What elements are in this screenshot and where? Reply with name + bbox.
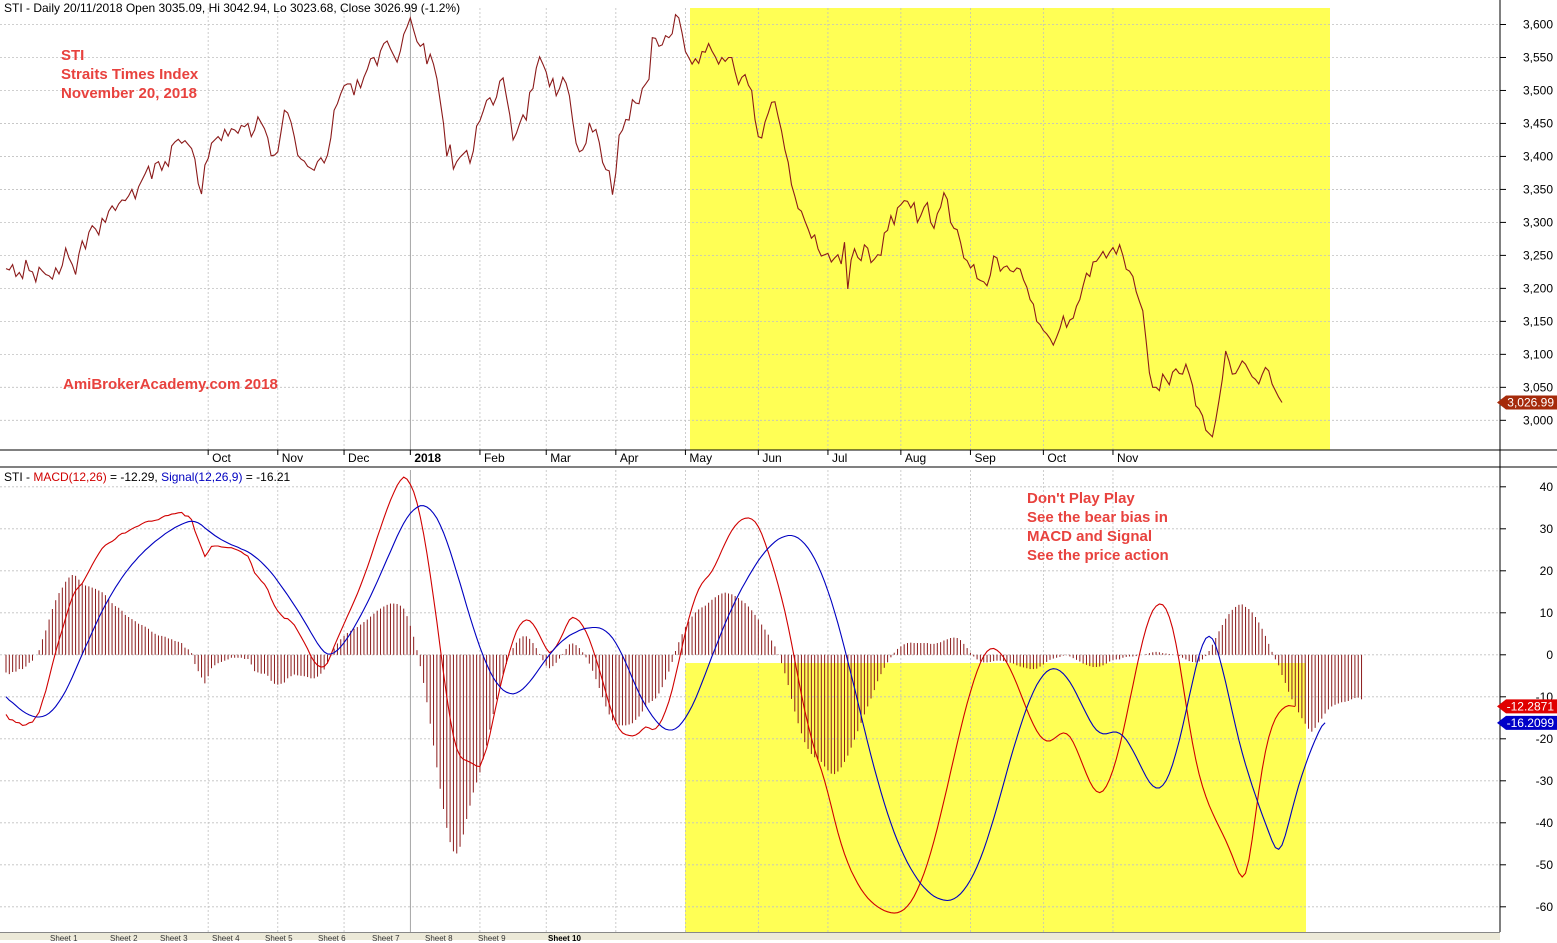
month-label: Nov: [1117, 451, 1138, 465]
macd-tick-label: 10: [1540, 606, 1554, 620]
month-label: Jun: [762, 451, 781, 465]
close-price-badge-label: 3,026.99: [1507, 396, 1554, 410]
price-tick-label: 3,600: [1523, 17, 1553, 31]
signal-value-badge-label: -16.2099: [1507, 716, 1555, 730]
price-header-symbol: STI: [4, 1, 23, 15]
price-tick-label: 3,250: [1523, 248, 1553, 262]
macd-note-line: Don't Play Play: [1027, 490, 1135, 507]
title-note-line: November 20, 2018: [61, 85, 197, 102]
price-line: [5, 13, 1283, 438]
price-tick-label: 3,000: [1523, 413, 1553, 427]
price-tick-label: 3,400: [1523, 149, 1553, 163]
month-label: Nov: [282, 451, 303, 465]
month-labels: Oct Nov Dec 2018 Feb Mar Apr May Jun Jul Aug Sep Oct…: [207, 450, 1138, 465]
macd-header-symbol: STI -: [4, 470, 34, 484]
month-label: Sep: [974, 451, 996, 465]
price-tick-label: 3,500: [1523, 83, 1553, 97]
macd-grid: [0, 486, 1500, 908]
macd-tick-label: -50: [1536, 858, 1554, 872]
macd-header-signal-label: Signal(12,26,9): [161, 470, 243, 484]
signal-value-badge: -16.2099: [1497, 715, 1557, 730]
macd-value-badge-label: -12.2871: [1507, 699, 1555, 713]
price-header-info: - Daily 20/11/2018 Open 3035.09, Hi 3042…: [22, 1, 461, 15]
month-label: Oct: [212, 451, 231, 465]
macd-note-line: See the price action: [1027, 547, 1169, 564]
month-label: Dec: [348, 451, 369, 465]
month-label: Feb: [484, 451, 505, 465]
price-tick-label: 3,100: [1523, 347, 1553, 361]
macd-value-badge: -12.2871: [1497, 699, 1557, 714]
macd-tick-label: -20: [1536, 732, 1554, 746]
price-tick-label: 3,450: [1523, 116, 1553, 130]
macd-note: Don't Play Play See the bear bias in MAC…: [1027, 489, 1169, 565]
month-label: Jul: [832, 451, 847, 465]
macd-line: [5, 476, 1296, 914]
title-note-line: STI: [61, 47, 85, 64]
month-label: May: [689, 451, 712, 465]
signal-line: [5, 505, 1326, 902]
month-label: Oct: [1047, 451, 1066, 465]
close-price-badge: 3,026.99: [1497, 395, 1557, 410]
macd-tick-label: -60: [1536, 900, 1554, 914]
title-note-line: Straits Times Index: [61, 66, 199, 83]
price-y-ticks: 3,000 3,050 3,100 3,150 3,200 3,250 3,300 3,350…: [1500, 17, 1553, 427]
macd-tick-label: -40: [1536, 816, 1554, 830]
month-label: Apr: [620, 451, 639, 465]
macd-tick-label: 0: [1546, 648, 1553, 662]
macd-header-signal-value: = -16.21: [242, 470, 291, 484]
macd-header-macd-label: MACD(12,26): [33, 470, 107, 484]
price-tick-label: 3,550: [1523, 50, 1553, 64]
macd-histogram: [5, 575, 1363, 854]
macd-tick-label: 40: [1540, 480, 1554, 494]
month-gridlines: [207, 8, 1114, 932]
month-label: Aug: [905, 451, 926, 465]
macd-tick-label: -30: [1536, 774, 1554, 788]
month-label: Mar: [550, 451, 571, 465]
macd-tick-label: 30: [1540, 522, 1554, 536]
price-tick-label: 3,200: [1523, 281, 1553, 295]
price-tick-label: 3,350: [1523, 182, 1553, 196]
value-badges: 3,026.99 -12.2871 -16.2099: [1497, 395, 1557, 730]
price-grid: [0, 24, 1500, 421]
macd-header-macd-value: = -12.29,: [106, 470, 162, 484]
macd-tick-label: 20: [1540, 564, 1554, 578]
macd-note-line: MACD and Signal: [1027, 528, 1153, 545]
price-header: STI - Daily 20/11/2018 Open 3035.09, Hi …: [4, 1, 460, 15]
price-tick-label: 3,150: [1523, 314, 1553, 328]
price-tick-label: 3,050: [1523, 380, 1553, 394]
macd-note-line: See the bear bias in: [1027, 509, 1168, 526]
macd-header: STI - MACD(12,26) = -12.29, Signal(12,26…: [4, 470, 290, 484]
price-highlight-zone: [690, 8, 1330, 450]
month-label: 2018: [414, 451, 441, 465]
watermark: AmiBrokerAcademy.com 2018: [63, 376, 278, 393]
macd-highlight-zone: [685, 663, 1306, 932]
price-tick-label: 3,300: [1523, 215, 1553, 229]
title-note: STI Straits Times Index November 20, 201…: [61, 46, 198, 103]
